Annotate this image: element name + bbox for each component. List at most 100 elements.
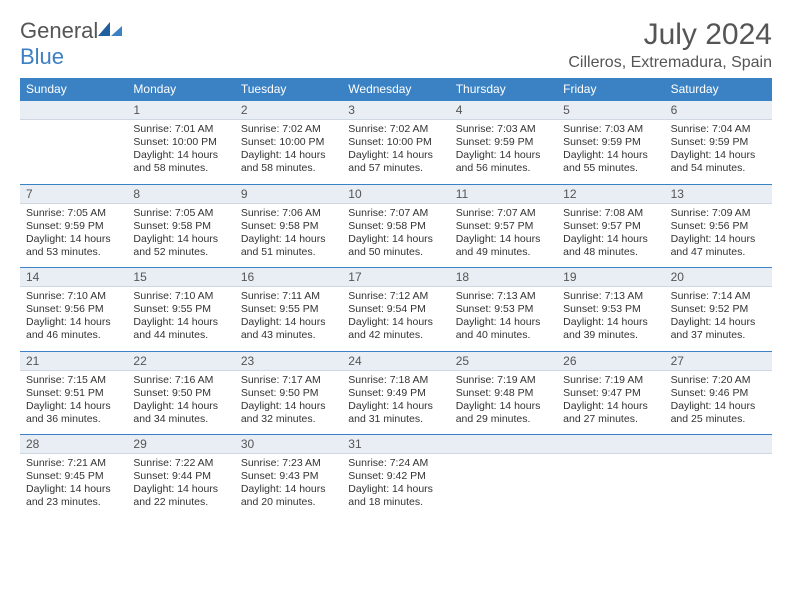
sunset-text: Sunset: 9:53 PM <box>563 303 658 316</box>
sunset-text: Sunset: 9:44 PM <box>133 470 228 483</box>
daylight-text: Daylight: 14 hours and 31 minutes. <box>348 400 443 426</box>
day-cell: Sunrise: 7:01 AMSunset: 10:00 PMDaylight… <box>127 120 234 184</box>
weekday-sunday: Sunday <box>20 78 127 100</box>
sunrise-text: Sunrise: 7:10 AM <box>133 290 228 303</box>
day-number: 5 <box>557 101 664 119</box>
day-cell: Sunrise: 7:13 AMSunset: 9:53 PMDaylight:… <box>450 287 557 351</box>
day-number: 19 <box>557 268 664 286</box>
daynum-row: 123456 <box>20 100 772 120</box>
day-number: 29 <box>127 435 234 453</box>
day-cell: Sunrise: 7:17 AMSunset: 9:50 PMDaylight:… <box>235 371 342 435</box>
day-cell: Sunrise: 7:06 AMSunset: 9:58 PMDaylight:… <box>235 204 342 268</box>
day-cell: Sunrise: 7:14 AMSunset: 9:52 PMDaylight:… <box>665 287 772 351</box>
day-number: 1 <box>127 101 234 119</box>
sunrise-text: Sunrise: 7:11 AM <box>241 290 336 303</box>
weekday-monday: Monday <box>127 78 234 100</box>
daylight-text: Daylight: 14 hours and 50 minutes. <box>348 233 443 259</box>
day-cell: Sunrise: 7:02 AMSunset: 10:00 PMDaylight… <box>235 120 342 184</box>
sunset-text: Sunset: 9:42 PM <box>348 470 443 483</box>
daylight-text: Daylight: 14 hours and 56 minutes. <box>456 149 551 175</box>
sunrise-text: Sunrise: 7:04 AM <box>671 123 766 136</box>
sunrise-text: Sunrise: 7:18 AM <box>348 374 443 387</box>
day-cell: Sunrise: 7:02 AMSunset: 10:00 PMDaylight… <box>342 120 449 184</box>
day-number: 24 <box>342 352 449 370</box>
sunset-text: Sunset: 9:54 PM <box>348 303 443 316</box>
day-number: 10 <box>342 185 449 203</box>
day-cell: Sunrise: 7:19 AMSunset: 9:48 PMDaylight:… <box>450 371 557 435</box>
day-cell: Sunrise: 7:11 AMSunset: 9:55 PMDaylight:… <box>235 287 342 351</box>
day-cell: Sunrise: 7:07 AMSunset: 9:57 PMDaylight:… <box>450 204 557 268</box>
sunset-text: Sunset: 9:51 PM <box>26 387 121 400</box>
day-cell <box>557 454 664 518</box>
daylight-text: Daylight: 14 hours and 46 minutes. <box>26 316 121 342</box>
day-number: 16 <box>235 268 342 286</box>
sunset-text: Sunset: 9:56 PM <box>26 303 121 316</box>
week-row: Sunrise: 7:15 AMSunset: 9:51 PMDaylight:… <box>20 371 772 435</box>
sunrise-text: Sunrise: 7:22 AM <box>133 457 228 470</box>
day-number: 15 <box>127 268 234 286</box>
day-cell: Sunrise: 7:15 AMSunset: 9:51 PMDaylight:… <box>20 371 127 435</box>
daylight-text: Daylight: 14 hours and 34 minutes. <box>133 400 228 426</box>
sunset-text: Sunset: 9:48 PM <box>456 387 551 400</box>
sunset-text: Sunset: 9:58 PM <box>348 220 443 233</box>
day-number: 2 <box>235 101 342 119</box>
location: Cilleros, Extremadura, Spain <box>568 54 772 72</box>
day-cell: Sunrise: 7:20 AMSunset: 9:46 PMDaylight:… <box>665 371 772 435</box>
sunset-text: Sunset: 9:43 PM <box>241 470 336 483</box>
day-number: 22 <box>127 352 234 370</box>
sunset-text: Sunset: 9:53 PM <box>456 303 551 316</box>
daylight-text: Daylight: 14 hours and 29 minutes. <box>456 400 551 426</box>
day-cell: Sunrise: 7:13 AMSunset: 9:53 PMDaylight:… <box>557 287 664 351</box>
sunset-text: Sunset: 9:58 PM <box>241 220 336 233</box>
day-number: 12 <box>557 185 664 203</box>
daynum-row: 14151617181920 <box>20 267 772 287</box>
sunrise-text: Sunrise: 7:08 AM <box>563 207 658 220</box>
day-number: 31 <box>342 435 449 453</box>
day-number: 21 <box>20 352 127 370</box>
daylight-text: Daylight: 14 hours and 54 minutes. <box>671 149 766 175</box>
sunrise-text: Sunrise: 7:05 AM <box>133 207 228 220</box>
sunrise-text: Sunrise: 7:02 AM <box>348 123 443 136</box>
day-cell <box>20 120 127 184</box>
daylight-text: Daylight: 14 hours and 32 minutes. <box>241 400 336 426</box>
week-row: Sunrise: 7:10 AMSunset: 9:56 PMDaylight:… <box>20 287 772 351</box>
daylight-text: Daylight: 14 hours and 47 minutes. <box>671 233 766 259</box>
sunset-text: Sunset: 9:50 PM <box>133 387 228 400</box>
sunrise-text: Sunrise: 7:10 AM <box>26 290 121 303</box>
daylight-text: Daylight: 14 hours and 52 minutes. <box>133 233 228 259</box>
day-number <box>450 435 557 453</box>
sunrise-text: Sunrise: 7:02 AM <box>241 123 336 136</box>
day-number: 28 <box>20 435 127 453</box>
daylight-text: Daylight: 14 hours and 37 minutes. <box>671 316 766 342</box>
sunrise-text: Sunrise: 7:19 AM <box>456 374 551 387</box>
daynum-row: 28293031 <box>20 434 772 454</box>
sunset-text: Sunset: 9:47 PM <box>563 387 658 400</box>
daylight-text: Daylight: 14 hours and 58 minutes. <box>133 149 228 175</box>
daylight-text: Daylight: 14 hours and 36 minutes. <box>26 400 121 426</box>
sunrise-text: Sunrise: 7:06 AM <box>241 207 336 220</box>
day-cell: Sunrise: 7:24 AMSunset: 9:42 PMDaylight:… <box>342 454 449 518</box>
sunrise-text: Sunrise: 7:05 AM <box>26 207 121 220</box>
weekday-friday: Friday <box>557 78 664 100</box>
daylight-text: Daylight: 14 hours and 40 minutes. <box>456 316 551 342</box>
logo-word2: Blue <box>20 44 64 69</box>
sunrise-text: Sunrise: 7:19 AM <box>563 374 658 387</box>
day-cell <box>665 454 772 518</box>
day-cell: Sunrise: 7:21 AMSunset: 9:45 PMDaylight:… <box>20 454 127 518</box>
day-number: 23 <box>235 352 342 370</box>
weekday-wednesday: Wednesday <box>342 78 449 100</box>
sunrise-text: Sunrise: 7:16 AM <box>133 374 228 387</box>
daylight-text: Daylight: 14 hours and 58 minutes. <box>241 149 336 175</box>
day-number: 25 <box>450 352 557 370</box>
sunrise-text: Sunrise: 7:21 AM <box>26 457 121 470</box>
day-cell: Sunrise: 7:18 AMSunset: 9:49 PMDaylight:… <box>342 371 449 435</box>
sunrise-text: Sunrise: 7:07 AM <box>348 207 443 220</box>
logo-word1: General <box>20 18 98 43</box>
week-row: Sunrise: 7:21 AMSunset: 9:45 PMDaylight:… <box>20 454 772 518</box>
day-number: 6 <box>665 101 772 119</box>
sunset-text: Sunset: 10:00 PM <box>241 136 336 149</box>
logo: General Blue <box>20 18 124 70</box>
header: General Blue July 2024 Cilleros, Extrema… <box>20 18 772 72</box>
daylight-text: Daylight: 14 hours and 20 minutes. <box>241 483 336 509</box>
week-row: Sunrise: 7:01 AMSunset: 10:00 PMDaylight… <box>20 120 772 184</box>
